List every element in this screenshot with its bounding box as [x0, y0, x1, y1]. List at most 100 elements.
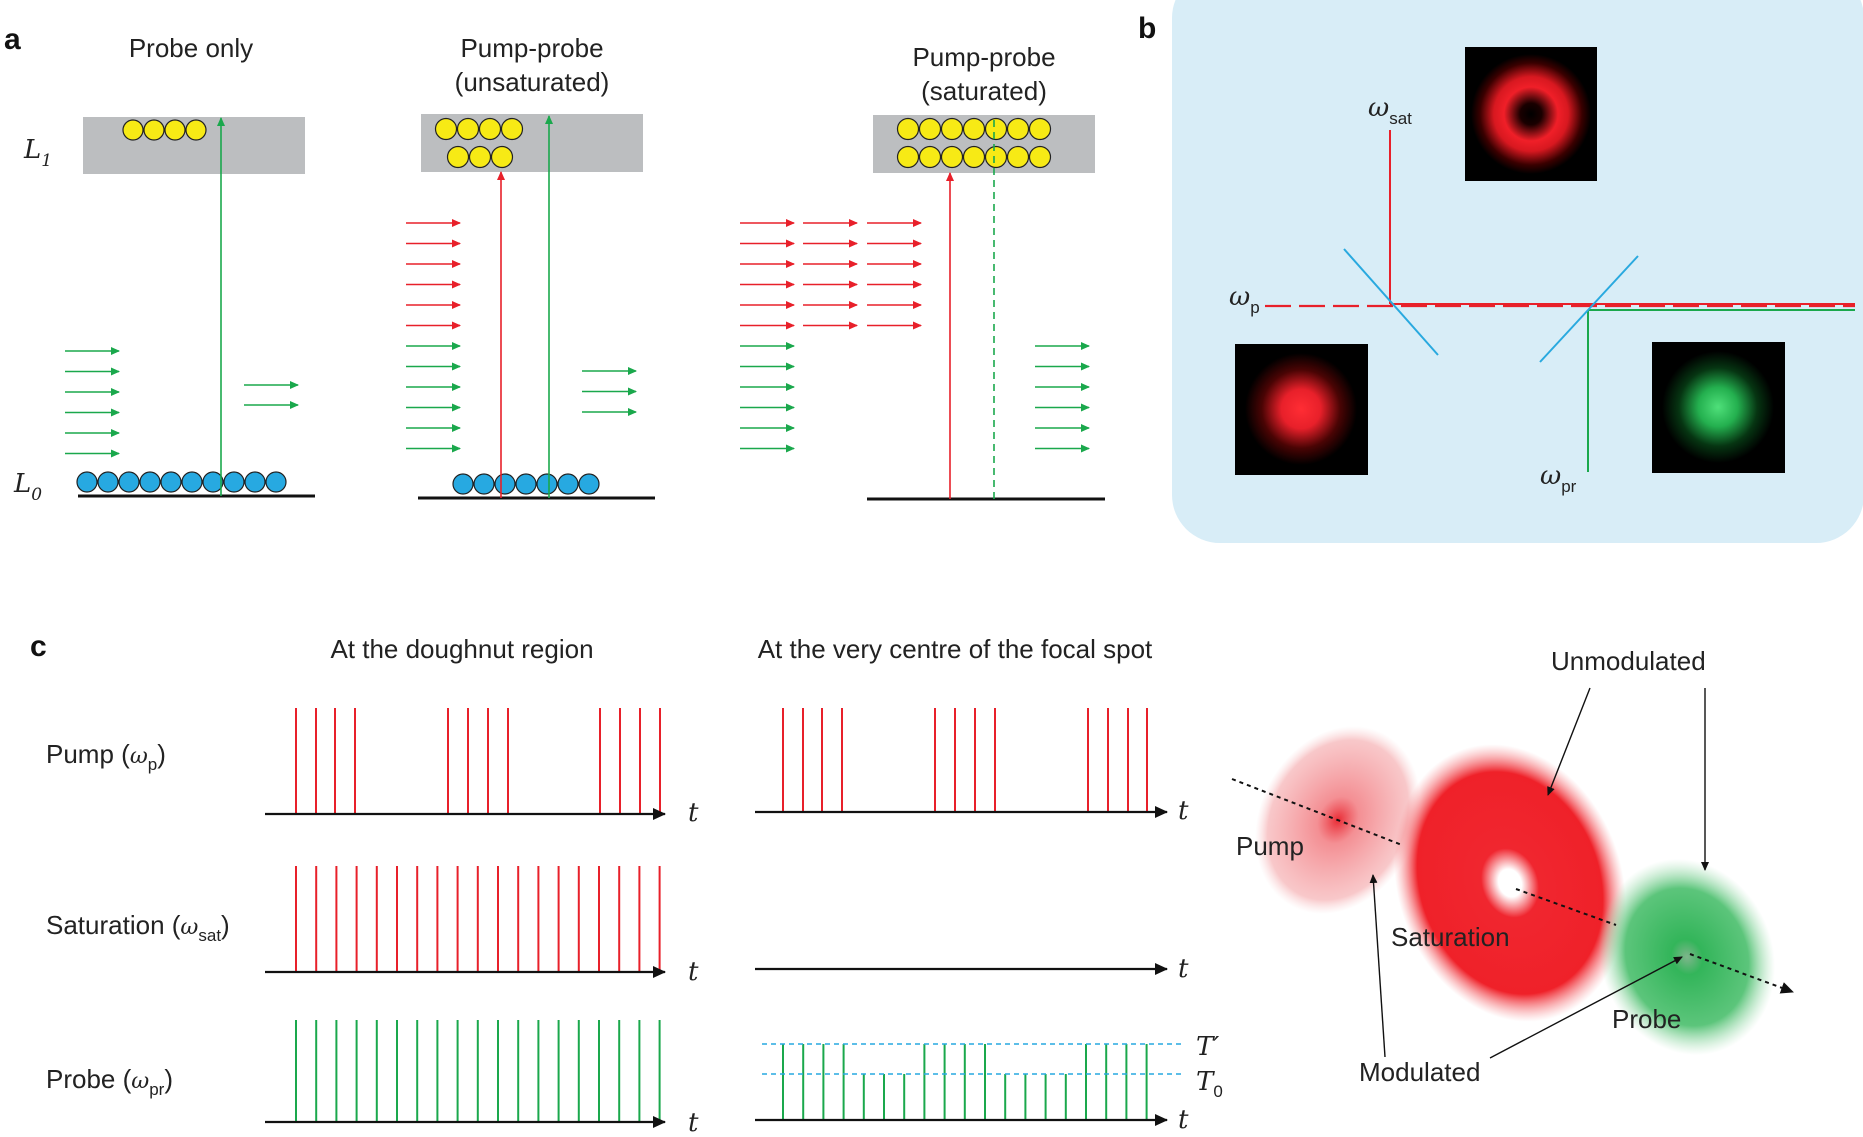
panel-b: b ωsat ωp ωpr — [1138, 0, 1863, 543]
optical-axis-dashed — [1231, 778, 1403, 846]
excited-molecule — [896, 145, 920, 169]
row-label-saturation: Saturation (ωsat) — [46, 910, 230, 945]
ground-molecule — [265, 471, 287, 493]
ground-molecule — [160, 471, 182, 493]
spot-label-modulated: Modulated — [1359, 1057, 1480, 1087]
ground-molecules — [452, 473, 600, 495]
excited-molecule — [1028, 145, 1052, 169]
pump-probe-photon-arrows — [406, 219, 637, 453]
probe-focal-spot — [1598, 858, 1776, 1056]
pointer-unmodulated-saturation — [1547, 687, 1591, 796]
label-omega-sat: ωsat — [1368, 93, 1412, 128]
ground-molecule — [578, 473, 600, 495]
t-label: t — [1178, 954, 1189, 984]
excited-molecule — [185, 119, 207, 141]
title-unsat-line2: (unsaturated) — [455, 67, 610, 97]
t-label: t — [688, 1108, 699, 1137]
focal-spots — [1231, 726, 1794, 1056]
ground-molecule — [244, 471, 266, 493]
pump-beam-profile — [1245, 353, 1357, 465]
pulse-trains — [295, 708, 1148, 1122]
excited-molecules — [434, 117, 524, 169]
ground-molecule — [557, 473, 579, 495]
excited-molecule — [1006, 145, 1030, 169]
spot-label-pump: Pump — [1236, 831, 1304, 861]
ground-molecule — [139, 471, 161, 493]
title-unsat-line1: Pump-probe — [460, 33, 603, 63]
ground-molecule — [452, 473, 474, 495]
title-sat-line1: Pump-probe — [912, 42, 1055, 72]
excited-molecule — [984, 117, 1008, 141]
spot-label-saturation: Saturation — [1391, 922, 1510, 952]
probe-photon-arrows — [65, 347, 299, 458]
panel-label-b: b — [1138, 12, 1156, 45]
t-label: t — [688, 798, 699, 828]
ground-molecule — [202, 471, 224, 493]
row-label-probe: Probe (ωpr) — [46, 1064, 173, 1099]
t-label: t — [688, 957, 699, 987]
ground-molecule — [118, 471, 140, 493]
ground-molecule — [223, 471, 245, 493]
label-t-prime: T′ — [1196, 1032, 1219, 1062]
label-omega-p: ωp — [1229, 282, 1260, 317]
excited-molecule — [918, 145, 942, 169]
dichroic-mirror-2 — [1539, 255, 1639, 363]
excited-molecule — [490, 145, 514, 169]
time-axes: t t t t t t — [265, 796, 1189, 1137]
excited-molecule — [962, 145, 986, 169]
col-title-centre: At the very centre of the focal spot — [758, 634, 1153, 664]
col-title-doughnut: At the doughnut region — [330, 634, 593, 664]
saturation-focal-spot — [1394, 744, 1626, 1022]
excited-molecule — [446, 145, 470, 169]
dichroic-mirror-1 — [1343, 248, 1439, 356]
excited-molecule — [434, 117, 458, 141]
excited-molecule — [500, 117, 524, 141]
optical-axis-dashed — [1515, 888, 1617, 926]
row-label-pump: Pump (ωp) — [46, 739, 166, 774]
optical-axis-arrow — [1689, 953, 1794, 994]
ground-molecule — [76, 471, 98, 493]
ground-molecules — [76, 471, 287, 493]
ground-molecule — [473, 473, 495, 495]
pointer-modulated-probe — [1489, 956, 1683, 1059]
level-l1-label: L1 — [23, 135, 52, 171]
spot-label-probe: Probe — [1612, 1004, 1681, 1034]
excited-molecules — [896, 117, 1052, 169]
probe-beam-profile — [1662, 351, 1774, 463]
spot-label-unmodulated: Unmodulated — [1551, 646, 1706, 676]
excited-molecules — [122, 119, 207, 141]
label-omega-pr: ωpr — [1540, 461, 1577, 496]
ground-molecule — [181, 471, 203, 493]
excited-molecule — [164, 119, 186, 141]
excited-molecule — [143, 119, 165, 141]
ground-molecule — [515, 473, 537, 495]
excited-molecule — [1006, 117, 1030, 141]
panel-label-c: c — [30, 630, 47, 663]
excited-molecule — [918, 117, 942, 141]
pump-saturation-probe-photon-arrows — [740, 219, 1090, 453]
t-label: t — [1178, 796, 1189, 826]
doughnut-beam-profile — [1471, 54, 1591, 174]
excited-molecule — [468, 145, 492, 169]
excited-molecule — [940, 117, 964, 141]
t-label: t — [1178, 1105, 1189, 1135]
ground-molecule — [536, 473, 558, 495]
excited-molecule — [940, 145, 964, 169]
label-t0: T0 — [1196, 1067, 1223, 1101]
level-l0-label: L0 — [13, 469, 42, 505]
ground-molecule — [494, 473, 516, 495]
title-probe-only: Probe only — [129, 33, 253, 63]
excited-molecule — [984, 145, 1008, 169]
ground-molecule — [97, 471, 119, 493]
excited-molecule — [456, 117, 480, 141]
panel-label-a: a — [4, 23, 21, 56]
panel-c: c At the doughnut region At the very cen… — [30, 630, 1794, 1137]
excited-molecule — [1028, 117, 1052, 141]
excited-molecule — [896, 117, 920, 141]
excited-molecule — [962, 117, 986, 141]
title-sat-line2: (saturated) — [921, 76, 1047, 106]
excited-molecule — [122, 119, 144, 141]
excited-molecule — [478, 117, 502, 141]
